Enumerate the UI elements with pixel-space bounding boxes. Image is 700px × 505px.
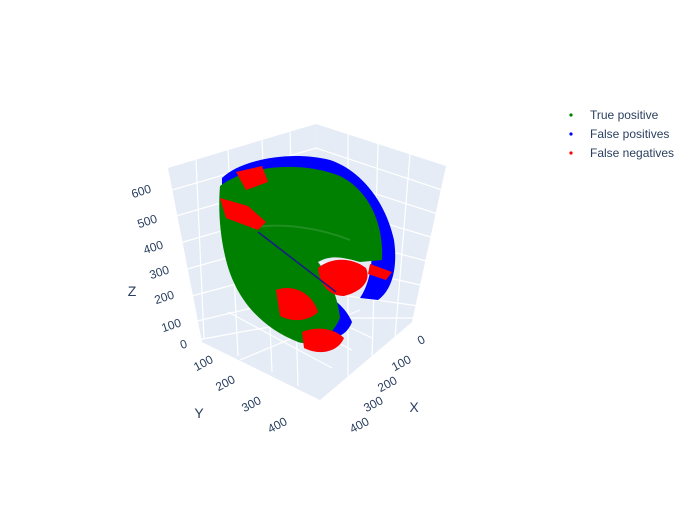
z-tick-label: 200 bbox=[153, 287, 177, 307]
legend-marker bbox=[569, 113, 573, 117]
legend-label: False positives bbox=[590, 127, 669, 141]
z-tick-label: 0 bbox=[178, 336, 189, 351]
legend-item[interactable]: False positives bbox=[569, 127, 669, 141]
fn-right-points bbox=[368, 264, 392, 280]
y-tick-label: 100 bbox=[191, 352, 216, 374]
x-axis-title: X bbox=[409, 399, 419, 415]
y-tick-label: 400 bbox=[265, 414, 290, 436]
fn-lower-left bbox=[276, 288, 318, 321]
legend-label: False negatives bbox=[590, 146, 674, 160]
legend-item[interactable]: True positive bbox=[569, 108, 659, 122]
x-tick-label: 0 bbox=[415, 332, 428, 348]
x-tick-label: 200 bbox=[375, 373, 400, 395]
legend-marker bbox=[569, 151, 573, 155]
y-tick-label: 300 bbox=[239, 393, 264, 415]
legend-item[interactable]: False negatives bbox=[569, 146, 674, 160]
z-tick-label: 400 bbox=[142, 237, 166, 257]
legend-marker bbox=[569, 132, 573, 136]
legend[interactable]: True positive False positives False negati… bbox=[569, 108, 674, 160]
x-tick-label: 400 bbox=[347, 414, 372, 436]
series-false-negatives bbox=[220, 166, 392, 353]
y-tick-label: 200 bbox=[213, 372, 238, 394]
fn-top-patch bbox=[236, 166, 268, 190]
z-tick-label: 300 bbox=[148, 262, 172, 282]
tp-main-surface bbox=[219, 166, 383, 344]
z-tick-label: 100 bbox=[160, 315, 184, 335]
boundary-line bbox=[257, 231, 337, 293]
z-tick-label: 600 bbox=[130, 181, 154, 201]
fn-left-band bbox=[220, 198, 266, 230]
x-tick-label: 100 bbox=[389, 352, 414, 374]
legend-label: True positive bbox=[590, 108, 659, 122]
y-axis-title: Y bbox=[194, 405, 204, 421]
x-tick-label: 300 bbox=[361, 393, 386, 415]
z-axis-title: Z bbox=[128, 283, 137, 299]
fn-bottom-cluster bbox=[302, 328, 344, 353]
z-tick-label: 500 bbox=[136, 211, 160, 231]
